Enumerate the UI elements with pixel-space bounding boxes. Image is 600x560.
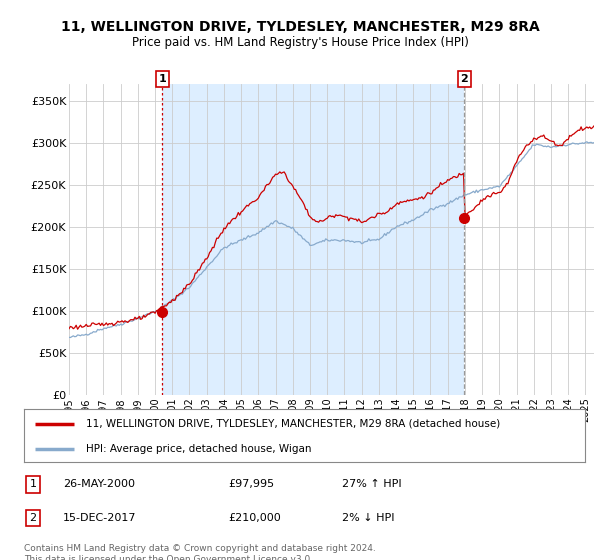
Text: 27% ↑ HPI: 27% ↑ HPI: [342, 479, 401, 489]
Text: 15-DEC-2017: 15-DEC-2017: [63, 513, 137, 523]
Text: 11, WELLINGTON DRIVE, TYLDESLEY, MANCHESTER, M29 8RA: 11, WELLINGTON DRIVE, TYLDESLEY, MANCHES…: [61, 20, 539, 34]
Text: 11, WELLINGTON DRIVE, TYLDESLEY, MANCHESTER, M29 8RA (detached house): 11, WELLINGTON DRIVE, TYLDESLEY, MANCHES…: [86, 419, 500, 429]
Text: 1: 1: [158, 74, 166, 84]
Text: £97,995: £97,995: [228, 479, 274, 489]
Text: 2: 2: [29, 513, 37, 523]
Text: 2% ↓ HPI: 2% ↓ HPI: [342, 513, 395, 523]
Text: Price paid vs. HM Land Registry's House Price Index (HPI): Price paid vs. HM Land Registry's House …: [131, 36, 469, 49]
Text: 26-MAY-2000: 26-MAY-2000: [63, 479, 135, 489]
Text: Contains HM Land Registry data © Crown copyright and database right 2024.
This d: Contains HM Land Registry data © Crown c…: [24, 544, 376, 560]
Text: £210,000: £210,000: [228, 513, 281, 523]
Text: 2: 2: [460, 74, 468, 84]
Bar: [162, 84, 464, 395]
Text: HPI: Average price, detached house, Wigan: HPI: Average price, detached house, Wiga…: [86, 444, 311, 454]
Text: 1: 1: [29, 479, 37, 489]
